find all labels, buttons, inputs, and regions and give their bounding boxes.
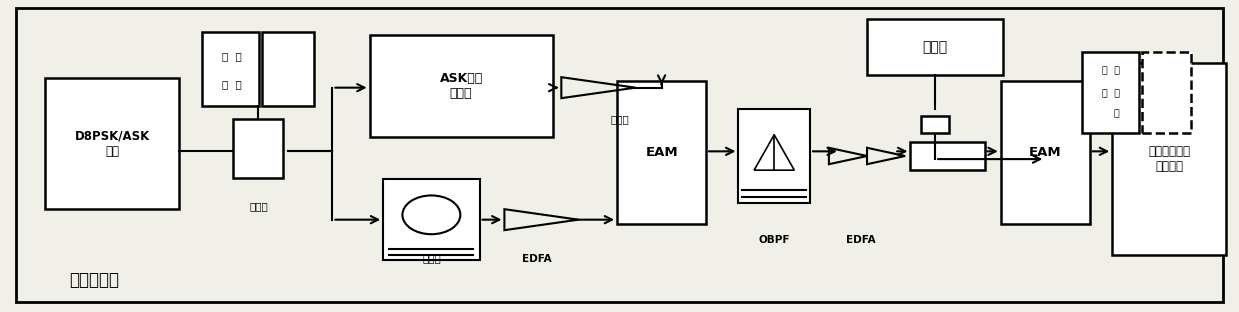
Text: EAM: EAM (646, 146, 678, 159)
Text: 旧  新: 旧 新 (1101, 66, 1120, 75)
Text: 核心路由器: 核心路由器 (68, 271, 119, 289)
FancyBboxPatch shape (383, 179, 479, 260)
FancyBboxPatch shape (867, 19, 1004, 75)
Text: 插入新标记的
正交信号: 插入新标记的 正交信号 (1149, 145, 1189, 173)
FancyBboxPatch shape (1083, 52, 1140, 133)
Text: 新标记: 新标记 (923, 40, 948, 54)
FancyBboxPatch shape (369, 35, 553, 137)
FancyBboxPatch shape (617, 81, 706, 224)
FancyBboxPatch shape (233, 119, 282, 178)
FancyBboxPatch shape (1001, 81, 1090, 224)
Text: EAM: EAM (1028, 146, 1062, 159)
Text: EDFA: EDFA (522, 254, 551, 264)
Text: 荷  标: 荷 标 (1101, 89, 1120, 98)
Text: 耦合器: 耦合器 (250, 201, 269, 211)
FancyBboxPatch shape (911, 142, 985, 170)
FancyBboxPatch shape (261, 32, 313, 106)
Text: OBPF: OBPF (758, 235, 790, 245)
FancyBboxPatch shape (202, 32, 259, 106)
Text: EDFA: EDFA (846, 235, 876, 245)
FancyBboxPatch shape (46, 78, 178, 209)
FancyBboxPatch shape (738, 110, 810, 202)
Text: 延时器: 延时器 (422, 254, 441, 264)
Text: 旧  标: 旧 标 (222, 51, 242, 61)
Text: 反相器: 反相器 (610, 114, 629, 124)
Text: 记: 记 (1101, 110, 1120, 119)
Text: ASK信号
解调器: ASK信号 解调器 (440, 72, 483, 100)
Text: 荷  记: 荷 记 (222, 80, 242, 90)
FancyBboxPatch shape (1113, 63, 1225, 256)
FancyBboxPatch shape (922, 116, 949, 133)
FancyBboxPatch shape (1142, 52, 1191, 133)
FancyBboxPatch shape (16, 8, 1223, 302)
Text: D8PSK/ASK
信号: D8PSK/ASK 信号 (74, 129, 150, 158)
